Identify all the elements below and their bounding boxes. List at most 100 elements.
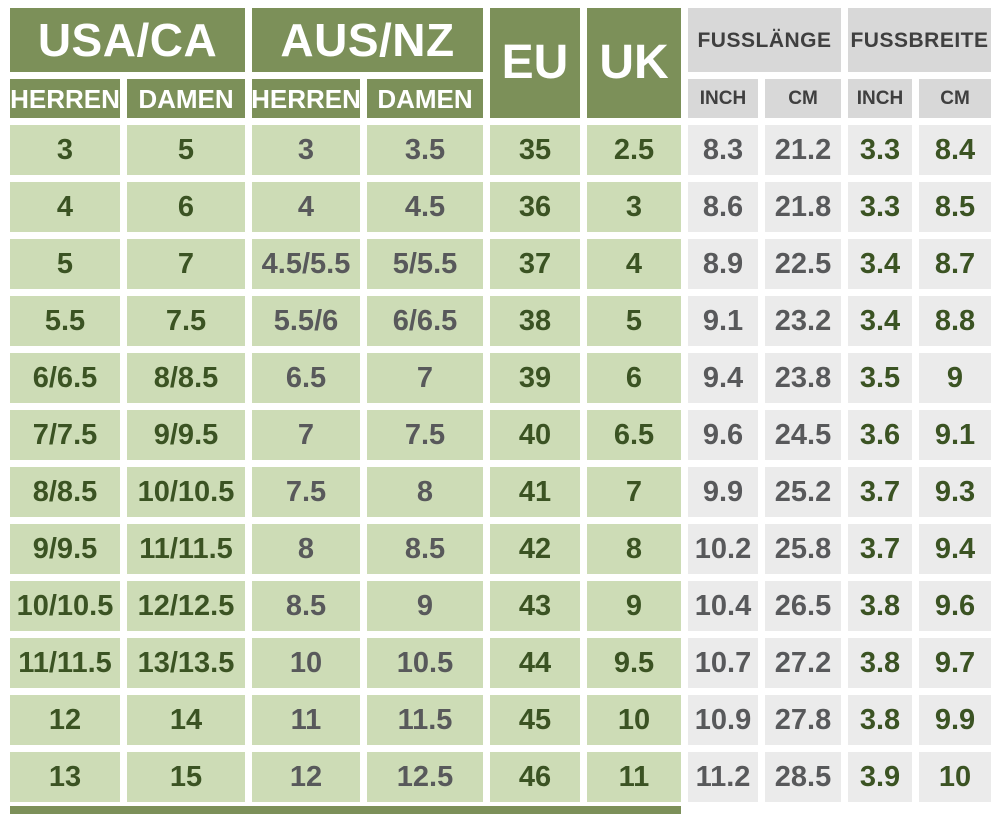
table-cell-aus_nz_herren: 3	[252, 125, 360, 175]
table-cell-fusslaenge_cm: 21.2	[765, 125, 841, 175]
table-cell-fussbreite_cm: 10	[919, 752, 991, 802]
table-cell-aus_nz_damen: 10.5	[367, 638, 483, 688]
subheader-usa-damen: DAMEN	[127, 79, 245, 118]
table-cell-usa_ca_herren: 4	[10, 182, 120, 232]
table-cell-fusslaenge_cm: 27.8	[765, 695, 841, 745]
header-fussbreite: FUSSBREITE	[848, 8, 991, 72]
table-cell-fusslaenge_inch: 8.6	[688, 182, 758, 232]
table-cell-aus_nz_damen: 3.5	[367, 125, 483, 175]
table-cell-usa_ca_damen: 10/10.5	[127, 467, 245, 517]
table-cell-uk: 4	[587, 239, 681, 289]
table-cell-eu: 38	[490, 296, 580, 346]
table-cell-usa_ca_herren: 6/6.5	[10, 353, 120, 403]
table-cell-eu: 43	[490, 581, 580, 631]
table-cell-fusslaenge_inch: 11.2	[688, 752, 758, 802]
table-cell-uk: 7	[587, 467, 681, 517]
table-cell-eu: 45	[490, 695, 580, 745]
table-cell-usa_ca_damen: 14	[127, 695, 245, 745]
table-cell-fussbreite_cm: 9	[919, 353, 991, 403]
table-cell-fussbreite_cm: 9.6	[919, 581, 991, 631]
table-cell-aus_nz_damen: 8	[367, 467, 483, 517]
table-cell-aus_nz_damen: 11.5	[367, 695, 483, 745]
table-cell-fusslaenge_cm: 23.8	[765, 353, 841, 403]
table-cell-usa_ca_herren: 3	[10, 125, 120, 175]
table-cell-fussbreite_cm: 9.7	[919, 638, 991, 688]
table-cell-fusslaenge_inch: 8.9	[688, 239, 758, 289]
subheader-aus-herren: HERREN	[251, 79, 361, 118]
table-cell-fusslaenge_inch: 8.3	[688, 125, 758, 175]
table-cell-uk: 9.5	[587, 638, 681, 688]
table-cell-aus_nz_herren: 8	[252, 524, 360, 574]
header-eu: EU	[490, 8, 580, 118]
subheader-fusslaenge-cm: CM	[765, 79, 841, 118]
table-cell-usa_ca_damen: 7	[127, 239, 245, 289]
table-cell-usa_ca_herren: 5.5	[10, 296, 120, 346]
table-cell-usa_ca_damen: 6	[127, 182, 245, 232]
table-cell-fussbreite_inch: 3.3	[848, 182, 912, 232]
table-cell-usa_ca_damen: 11/11.5	[127, 524, 245, 574]
shoe-size-table: USA/CA AUS/NZ EU UK FUSSLÄNGE FUSSBREITE…	[10, 8, 991, 802]
table-cell-fusslaenge_cm: 22.5	[765, 239, 841, 289]
table-cell-eu: 42	[490, 524, 580, 574]
table-cell-fusslaenge_inch: 10.7	[688, 638, 758, 688]
next-section-edge-bar	[10, 806, 681, 814]
table-cell-uk: 8	[587, 524, 681, 574]
table-cell-fussbreite_inch: 3.6	[848, 410, 912, 460]
table-cell-fussbreite_cm: 9.1	[919, 410, 991, 460]
table-cell-eu: 39	[490, 353, 580, 403]
table-cell-fussbreite_cm: 8.4	[919, 125, 991, 175]
table-cell-eu: 40	[490, 410, 580, 460]
table-cell-aus_nz_herren: 4	[252, 182, 360, 232]
table-cell-aus_nz_damen: 7	[367, 353, 483, 403]
table-cell-aus_nz_damen: 5/5.5	[367, 239, 483, 289]
table-cell-fussbreite_inch: 3.3	[848, 125, 912, 175]
table-cell-usa_ca_herren: 10/10.5	[10, 581, 120, 631]
table-cell-aus_nz_damen: 12.5	[367, 752, 483, 802]
table-cell-aus_nz_herren: 5.5/6	[252, 296, 360, 346]
table-cell-aus_nz_damen: 6/6.5	[367, 296, 483, 346]
table-cell-usa_ca_herren: 5	[10, 239, 120, 289]
table-cell-fusslaenge_cm: 23.2	[765, 296, 841, 346]
table-cell-eu: 41	[490, 467, 580, 517]
subheader-aus-damen: DAMEN	[367, 79, 483, 118]
table-cell-usa_ca_damen: 7.5	[127, 296, 245, 346]
table-cell-fusslaenge_inch: 10.9	[688, 695, 758, 745]
table-cell-fussbreite_inch: 3.8	[848, 581, 912, 631]
table-cell-uk: 5	[587, 296, 681, 346]
table-cell-usa_ca_damen: 5	[127, 125, 245, 175]
header-usa-ca: USA/CA	[10, 8, 245, 72]
table-cell-fusslaenge_cm: 26.5	[765, 581, 841, 631]
table-cell-uk: 3	[587, 182, 681, 232]
table-cell-uk: 2.5	[587, 125, 681, 175]
table-cell-fussbreite_inch: 3.7	[848, 467, 912, 517]
table-cell-usa_ca_herren: 7/7.5	[10, 410, 120, 460]
table-cell-aus_nz_herren: 7	[252, 410, 360, 460]
table-cell-fussbreite_inch: 3.9	[848, 752, 912, 802]
table-cell-aus_nz_damen: 7.5	[367, 410, 483, 460]
table-cell-usa_ca_herren: 9/9.5	[10, 524, 120, 574]
subheader-usa-herren: HERREN	[10, 79, 120, 118]
table-cell-fussbreite_inch: 3.5	[848, 353, 912, 403]
subheader-fussbreite-cm: CM	[919, 79, 991, 118]
table-cell-fussbreite_cm: 8.8	[919, 296, 991, 346]
table-cell-usa_ca_damen: 9/9.5	[127, 410, 245, 460]
table-cell-fussbreite_cm: 9.4	[919, 524, 991, 574]
table-cell-fussbreite_cm: 9.3	[919, 467, 991, 517]
table-cell-usa_ca_damen: 15	[127, 752, 245, 802]
header-fusslaenge: FUSSLÄNGE	[688, 8, 841, 72]
table-cell-uk: 6	[587, 353, 681, 403]
table-cell-aus_nz_damen: 9	[367, 581, 483, 631]
table-cell-aus_nz_herren: 8.5	[252, 581, 360, 631]
table-cell-fusslaenge_cm: 27.2	[765, 638, 841, 688]
table-cell-fussbreite_inch: 3.8	[848, 638, 912, 688]
table-cell-fussbreite_inch: 3.4	[848, 239, 912, 289]
table-cell-usa_ca_herren: 12	[10, 695, 120, 745]
table-cell-fussbreite_cm: 9.9	[919, 695, 991, 745]
table-cell-eu: 36	[490, 182, 580, 232]
table-cell-fusslaenge_inch: 10.2	[688, 524, 758, 574]
table-cell-aus_nz_herren: 4.5/5.5	[252, 239, 360, 289]
table-cell-uk: 10	[587, 695, 681, 745]
table-cell-aus_nz_herren: 11	[252, 695, 360, 745]
table-cell-aus_nz_herren: 7.5	[252, 467, 360, 517]
